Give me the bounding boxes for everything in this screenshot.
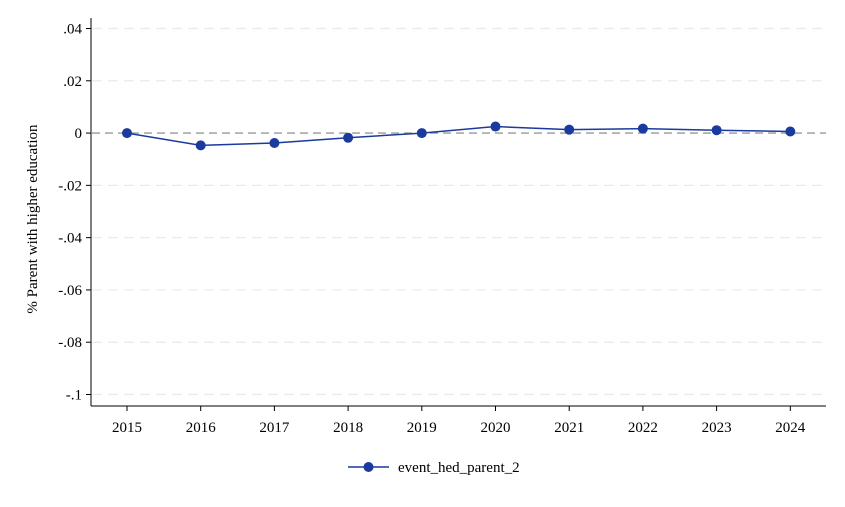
legend-marker xyxy=(363,462,374,472)
x-tick-label: 2019 xyxy=(407,420,437,436)
axes xyxy=(90,18,826,407)
series-line xyxy=(126,125,791,147)
y-tick-label: .04 xyxy=(63,22,82,38)
x-tick-label: 2023 xyxy=(702,420,732,436)
x-axis-ticks: 2015 2016 2017 2018 2019 2020 2021 2022 2023 2024 xyxy=(112,406,806,436)
x-tick-label: 2020 xyxy=(481,420,511,436)
y-tick-label: -.06 xyxy=(58,283,82,299)
x-tick-label: 2018 xyxy=(333,420,363,436)
data-point xyxy=(416,128,427,139)
legend-label: event_hed_parent_2 xyxy=(398,460,520,476)
x-tick-label: 2021 xyxy=(554,420,584,436)
y-axis-ticks: .04 .02 0 -.02 -.04 -.06 -.08 -.1 xyxy=(58,22,91,404)
data-point xyxy=(269,138,280,149)
x-tick-label: 2015 xyxy=(112,420,142,436)
grid-lines xyxy=(92,27,826,396)
data-point xyxy=(637,123,648,134)
data-point xyxy=(785,126,796,137)
x-tick-label: 2017 xyxy=(259,420,290,436)
x-tick-label: 2022 xyxy=(628,420,658,436)
legend: event_hed_parent_2 xyxy=(348,460,520,476)
data-point xyxy=(711,125,722,136)
data-point xyxy=(564,124,575,135)
series-layer xyxy=(122,121,796,151)
y-tick-label: -.08 xyxy=(58,335,82,351)
y-axis-title: % Parent with higher education xyxy=(25,124,41,314)
y-tick-label: -.1 xyxy=(66,388,82,404)
y-tick-label: -.02 xyxy=(58,178,82,194)
y-tick-label: .02 xyxy=(63,74,82,90)
data-point xyxy=(343,132,354,143)
y-tick-label: 0 xyxy=(75,126,83,142)
data-point xyxy=(122,128,132,139)
x-tick-label: 2024 xyxy=(775,420,806,436)
data-point xyxy=(195,140,206,151)
x-tick-label: 2016 xyxy=(186,420,217,436)
y-tick-label: -.04 xyxy=(58,231,82,247)
data-point xyxy=(490,121,501,132)
